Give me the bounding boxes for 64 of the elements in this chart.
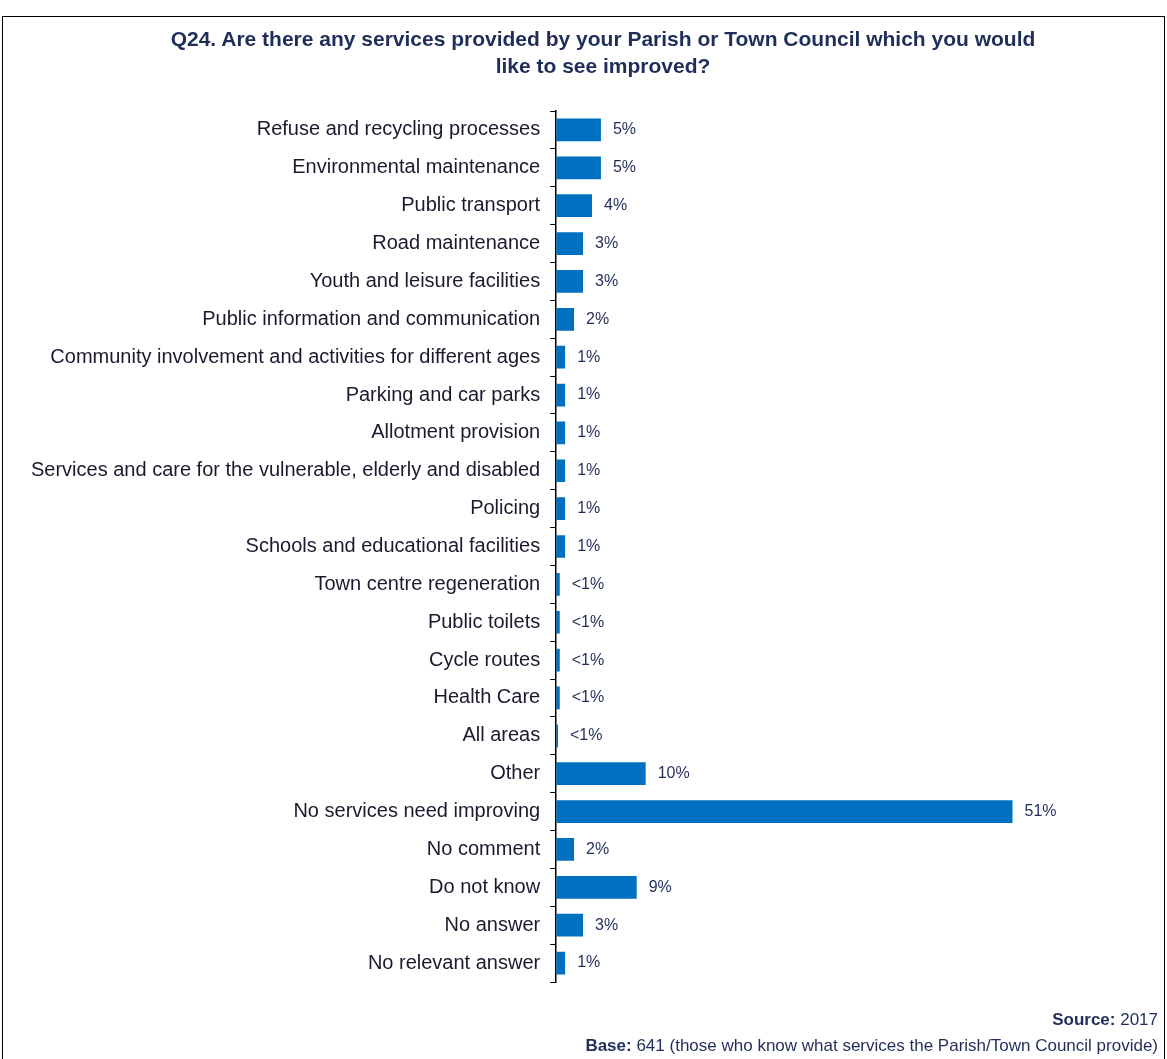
y-tick-label: Town centre regeneration [314,571,541,594]
bar [556,497,566,520]
y-tick-label: Parking and car parks [345,382,541,405]
data-label: 3% [595,915,619,933]
y-tick-label: Schools and educational facilities [245,534,541,557]
data-label: 3% [595,271,619,289]
data-label: 5% [612,120,637,138]
data-label: 9% [648,877,672,895]
y-tick-label: Other [490,761,541,784]
y-tick-label: Health Care [433,685,541,708]
y-tick-label: Refuse and recycling processes [256,117,541,140]
y-tick-label: Public information and communication [202,306,541,329]
text: Base: 641 (those who know what services the Parish/Town Council provide) [585,1035,1158,1057]
y-tick-label: Road maintenance [372,231,541,254]
y-tick-label: Cycle routes [429,647,541,670]
data-label: <1% [571,650,605,668]
source-note: Source: 2017 [1051,1009,1158,1031]
y-tick-label: No services need improving [293,799,541,822]
bar [556,194,592,218]
y-tick-label: No answer [444,912,541,935]
y-tick-label: Services and care for the vulnerable, elderly and disabled [30,458,541,481]
y-tick-label: Youth and leisure facilities [309,268,541,291]
data-label: 10% [657,764,690,782]
data-label: 1% [577,953,601,971]
data-label: <1% [571,612,605,630]
y-tick-label: Community involvement and activities for different ages [50,344,541,367]
data-label: 2% [586,309,610,327]
bar [556,270,584,293]
data-label: 1% [577,423,601,441]
data-label: 1% [577,461,601,479]
bar [556,307,575,331]
data-label: 1% [577,499,601,517]
data-label: 4% [603,196,628,214]
y-tick-label: No comment [426,836,541,859]
data-label: 1% [577,385,601,403]
bar [556,838,575,861]
y-tick-label: Do not know [429,874,541,897]
y-tick-label: Allotment provision [371,420,541,443]
data-label: 3% [595,233,619,251]
bar [556,459,566,483]
data-label: 1% [577,347,601,365]
data-label: <1% [571,574,605,592]
bar [556,345,566,369]
bar [556,875,637,899]
data-label: <1% [569,726,603,744]
bar [556,118,601,142]
bar [556,913,584,937]
data-label: <1% [571,688,605,706]
bar [556,156,601,180]
data-label: 1% [577,536,601,554]
y-tick-label: Public transport [401,193,541,216]
data-label: 51% [1024,801,1057,819]
data-label: 5% [612,158,637,176]
bar [556,800,1013,823]
bar [556,762,646,786]
y-tick-label: All areas [462,723,541,746]
data-label: 2% [586,839,610,857]
y-tick-label: Policing [470,496,541,519]
y-tick-label: No relevant answer [367,950,541,973]
chart-title: Q24. Are there any services provided by your Parish or Town Council which you would like to see improved? [169,26,1037,79]
bar [556,535,566,558]
y-tick-label: Public toilets [427,609,541,632]
y-tick-label: Environmental maintenance [292,155,541,178]
bar [556,232,584,255]
